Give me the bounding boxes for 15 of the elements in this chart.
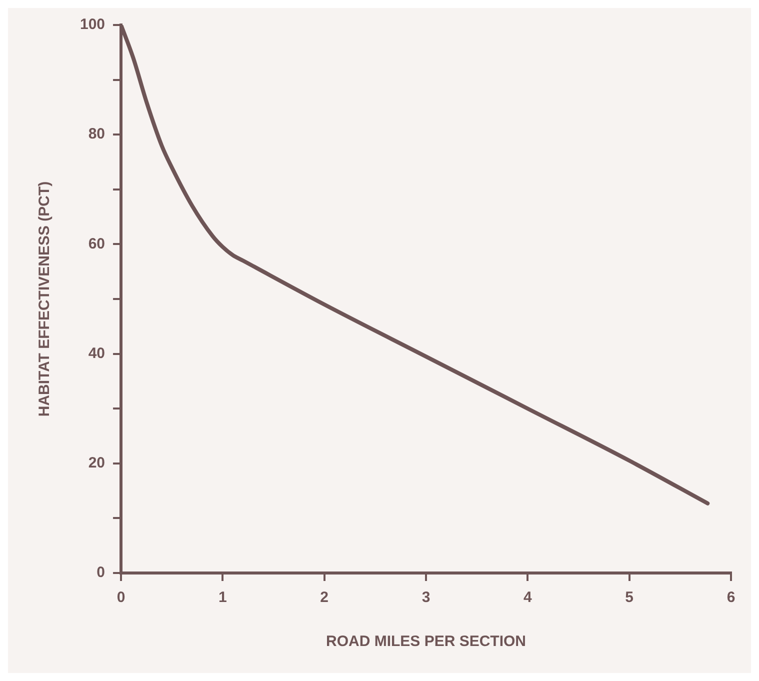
y-tick-label: 60 bbox=[88, 235, 106, 252]
x-tick-label: 6 bbox=[726, 589, 736, 606]
x-axis-title: ROAD MILES PER SECTION bbox=[326, 633, 526, 650]
y-tick-label: 20 bbox=[88, 454, 106, 472]
y-axis-title: HABITAT EFFECTIVENESS (PCT) bbox=[36, 181, 54, 417]
x-tick-label: 5 bbox=[625, 589, 634, 606]
x-tick-label: 3 bbox=[422, 589, 430, 606]
y-tick-label: 80 bbox=[88, 126, 106, 143]
y-tick-label: 40 bbox=[88, 344, 106, 362]
x-tick-label: 1 bbox=[218, 589, 227, 606]
y-tick-label: 100 bbox=[80, 16, 106, 34]
x-tick-label: 0 bbox=[116, 589, 126, 606]
x-tick-label: 2 bbox=[320, 589, 329, 606]
x-tick-label: 4 bbox=[524, 589, 533, 606]
y-tick-label: 0 bbox=[96, 564, 106, 582]
